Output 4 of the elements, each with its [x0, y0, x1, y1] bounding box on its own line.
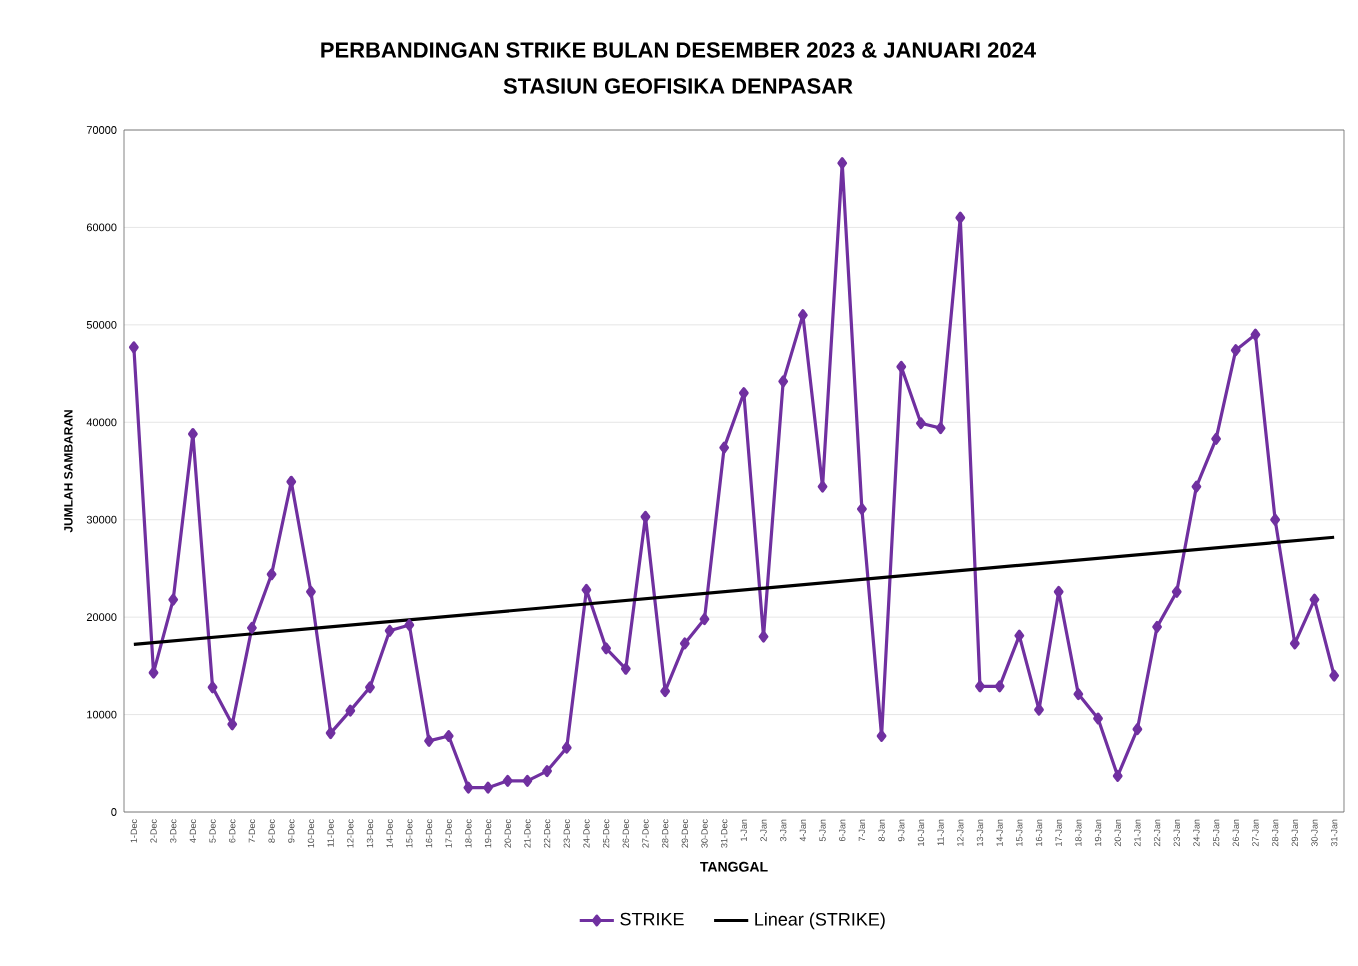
legend-label: Linear (STRIKE)	[755, 912, 885, 930]
chart-title: PERBANDINGAN STRIKE BULAN DESEMBER 2023 & JANUARI 2024	[321, 42, 1036, 58]
legend-label: STRIKE	[620, 912, 684, 926]
chart-subtitle: STASIUN GEOFISIKA DENPASAR	[503, 78, 853, 94]
